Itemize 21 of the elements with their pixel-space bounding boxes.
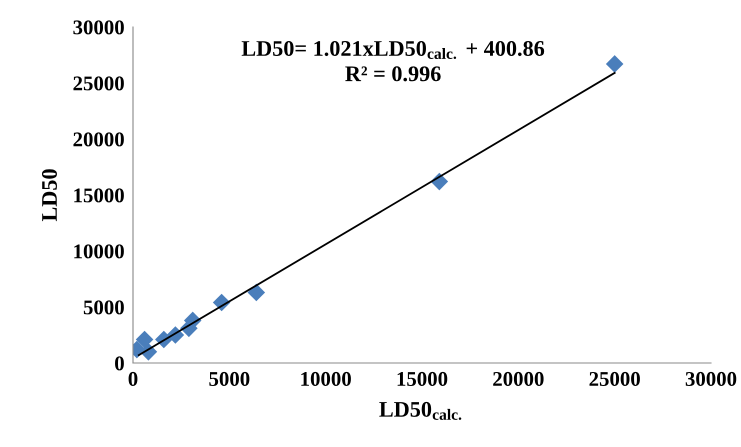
y-tick-label: 30000	[73, 20, 124, 34]
x-tick-label: 30000	[686, 372, 736, 386]
y-tick-label: 10000	[74, 244, 124, 258]
y-tick-label: 5000	[84, 300, 124, 314]
y-tick-label: 20000	[73, 132, 124, 146]
point	[248, 284, 266, 302]
x-tick-label: 25000	[590, 372, 640, 386]
x-tick-label: 0	[128, 372, 138, 386]
y-tick-label: 15000	[74, 188, 124, 202]
x-axis-title: LD50$_{calc.}$	[379, 402, 462, 420]
x-tick-label: 5000	[209, 372, 250, 386]
point	[606, 55, 624, 73]
annotation: R² = 0.996	[345, 66, 441, 82]
x-tick-label: 15000	[398, 372, 448, 386]
annotation: LD50= 1.021xLD50$_{calc.}$ + 400.86	[242, 40, 544, 60]
y-tick-label: 25000	[73, 76, 124, 90]
point	[136, 330, 154, 348]
y-tick-label: 0	[115, 356, 124, 370]
x-tick-label: 10000	[301, 372, 351, 386]
y-axis-title: LD50	[42, 169, 57, 222]
x-tick-label: 20000	[493, 372, 544, 386]
